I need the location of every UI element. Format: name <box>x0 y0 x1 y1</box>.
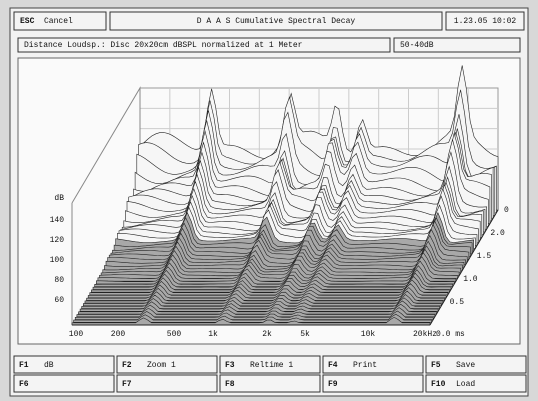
key-label: dB <box>44 361 54 370</box>
waterfall-plot: dB 140 120 100 80 60 100 200 500 1k 2k 5k 10k 20kHz 0 2… <box>50 65 509 339</box>
decay-slice <box>118 195 478 246</box>
x-label: 10k <box>361 330 376 339</box>
key-label: Load <box>456 380 475 389</box>
function-key[interactable] <box>13 355 115 374</box>
function-key[interactable] <box>425 374 527 393</box>
function-keys: F1 dB F2 Zoom 1 F3 Reltime 1 F4 Print F5 Save F6 F7… <box>13 355 527 393</box>
y-label: 100 <box>50 256 65 265</box>
key-name: F1 <box>19 361 29 370</box>
key-name: F3 <box>225 361 235 370</box>
function-key[interactable] <box>219 355 321 374</box>
y-label: 140 <box>50 216 65 225</box>
decay-slice <box>71 316 431 326</box>
cancel-label: Cancel <box>44 17 73 26</box>
function-key[interactable] <box>322 374 424 393</box>
x-label: 20kHz <box>413 330 437 339</box>
date-box <box>445 11 525 31</box>
key-name: F10 <box>431 380 446 389</box>
cancel-button[interactable] <box>13 11 107 31</box>
x-label: 1k <box>208 330 218 339</box>
key-name: F2 <box>122 361 132 370</box>
title: D A A S Cumulative Spectral Decay <box>197 17 356 26</box>
scale-box <box>393 37 521 53</box>
y-label: 120 <box>50 236 65 245</box>
decay-slice <box>115 211 475 252</box>
decay-slice <box>113 217 473 255</box>
description: Distance Loudsp.: Disc 20x20cm dBSPL nor… <box>24 41 303 50</box>
y-label: 80 <box>54 276 64 285</box>
x-label: 2k <box>262 330 272 339</box>
decay-slice <box>121 183 481 241</box>
function-key[interactable] <box>13 374 115 393</box>
time-label: 2.0 <box>490 229 505 238</box>
key-label: Save <box>456 361 475 370</box>
function-key[interactable] <box>219 374 321 393</box>
time-label: 0.0 ms <box>436 330 465 339</box>
function-key[interactable] <box>116 374 218 393</box>
key-label: Print <box>353 361 377 370</box>
time-label: 0.5 <box>450 298 465 307</box>
function-key[interactable] <box>425 355 527 374</box>
key-name: F8 <box>225 380 235 389</box>
time-label: 0 <box>504 206 509 215</box>
time-label: 1.5 <box>477 252 492 261</box>
key-name: F6 <box>19 380 29 389</box>
x-label: 500 <box>167 330 182 339</box>
x-label: 200 <box>111 330 126 339</box>
date: 1.23.05 10:02 <box>454 17 517 26</box>
key-name: F4 <box>328 361 338 370</box>
key-label: Zoom 1 <box>147 361 176 370</box>
key-name: F7 <box>122 380 132 389</box>
x-label: 5k <box>300 330 310 339</box>
y-unit: dB <box>54 194 64 203</box>
time-axis <box>429 209 499 326</box>
time-label: 1.0 <box>463 275 478 284</box>
decay-slice <box>116 204 476 249</box>
decay-slice <box>73 313 432 323</box>
cancel-key: ESC <box>20 17 35 26</box>
decay-slice <box>120 187 479 244</box>
description-box <box>17 37 391 53</box>
decay-slice <box>74 310 434 320</box>
scale: 50-40dB <box>400 41 434 50</box>
key-name: F9 <box>328 380 338 389</box>
x-label: 100 <box>69 330 84 339</box>
key-name: F5 <box>431 361 441 370</box>
key-label: Reltime 1 <box>250 361 293 370</box>
function-key[interactable] <box>116 355 218 374</box>
function-key[interactable] <box>322 355 424 374</box>
y-label: 60 <box>54 296 64 305</box>
title-bar <box>109 11 443 31</box>
